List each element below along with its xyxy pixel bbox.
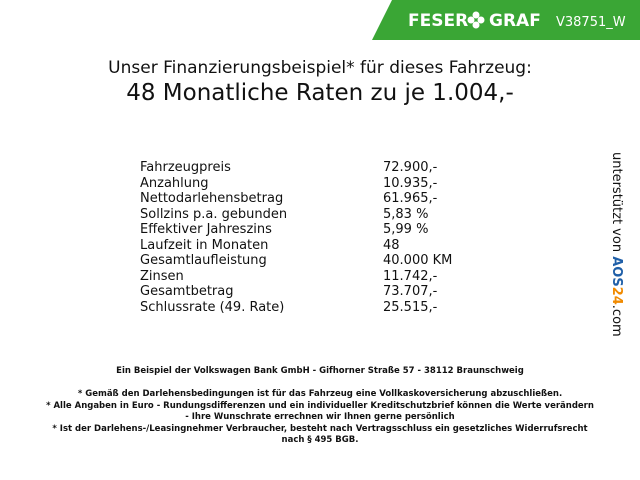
bank-note: Ein Beispiel der Volkswagen Bank GmbH - … — [116, 366, 524, 376]
header: FESER GRAF V38751_W — [372, 0, 640, 40]
row-label: Schlussrate (49. Rate) — [140, 299, 285, 315]
title: Unser Finanzierungsbeispiel* für dieses … — [108, 58, 532, 78]
footnote: * Gemäß den Darlehensbedingungen ist für… — [77, 389, 563, 399]
table-row: Effektiver Jahreszins 5,99 % — [140, 222, 452, 238]
table-row: Nettodarlehensbetrag 61.965,- — [140, 191, 452, 207]
side-prefix: unterstützt von — [609, 152, 624, 253]
vehicle-code: V38751_W — [556, 15, 626, 30]
table-row: Gesamtbetrag 73.707,- — [140, 284, 452, 300]
subtitle: 48 Monatliche Raten zu je 1.004,- — [126, 80, 514, 106]
brand-left: FESER — [408, 11, 468, 31]
row-label: Effektiver Jahreszins — [140, 222, 272, 237]
row-label: Gesamtlaufleistung — [140, 253, 267, 268]
table-row: Fahrzeugpreis 72.900,- — [140, 160, 452, 176]
row-value: 5,83 % — [383, 206, 429, 222]
row-label: Gesamtbetrag — [140, 284, 234, 299]
side-brand: 24 — [609, 286, 624, 305]
table-row: Sollzins p.a. gebunden 5,83 % — [140, 207, 452, 223]
table-row: Anzahlung 10.935,- — [140, 176, 452, 192]
clover-icon — [467, 11, 485, 29]
row-label: Laufzeit in Monaten — [140, 237, 269, 253]
footnote: * Ist der Darlehens-/Leasingnehmer Verbr… — [52, 423, 588, 434]
row-value: 11.742,- — [383, 268, 438, 284]
footnote: - Ihre Wunschrate errechnen wir Ihnen ge… — [185, 412, 455, 422]
footnote: nach § 495 BGB. — [281, 435, 359, 445]
row-value: 5,99 % — [383, 222, 429, 237]
side-brand: AOS — [609, 256, 624, 287]
row-value: 73.707,- — [383, 284, 438, 299]
row-value: 72.900,- — [383, 160, 438, 175]
footnotes: * Gemäß den Darlehensbedingungen ist für… — [0, 389, 640, 447]
table-row: Schlussrate (49. Rate) 25.515,- — [140, 300, 452, 316]
row-label: Fahrzeugpreis — [140, 160, 231, 175]
row-value: 48 — [383, 237, 400, 253]
table-row: Zinsen 11.742,- — [140, 269, 452, 285]
row-value: 40.000 KM — [383, 253, 453, 268]
table-row: Gesamtlaufleistung 40.000 KM — [140, 253, 452, 269]
finance-table: Fahrzeugpreis 72.900,- Anzahlung 10.935,- Ne… — [140, 160, 452, 315]
footnote: * Alle Angaben in Euro - Rundungsdiffere… — [46, 400, 594, 411]
row-value: 25.515,- — [383, 299, 438, 315]
row-value: 10.935,- — [383, 175, 438, 191]
row-label: Nettodarlehensbetrag — [140, 191, 284, 206]
row-label: Sollzins p.a. gebunden — [140, 206, 288, 222]
row-label: Zinsen — [140, 268, 184, 284]
brand-right: GRAF — [489, 11, 541, 31]
side-suffix: .com — [609, 304, 624, 337]
row-label: Anzahlung — [140, 175, 209, 191]
row-value: 61.965,- — [383, 191, 438, 206]
side-credit: unterstützt von AOS24.com — [609, 152, 624, 337]
header-banner — [372, 0, 640, 40]
table-row: Laufzeit in Monaten 48 — [140, 238, 452, 254]
